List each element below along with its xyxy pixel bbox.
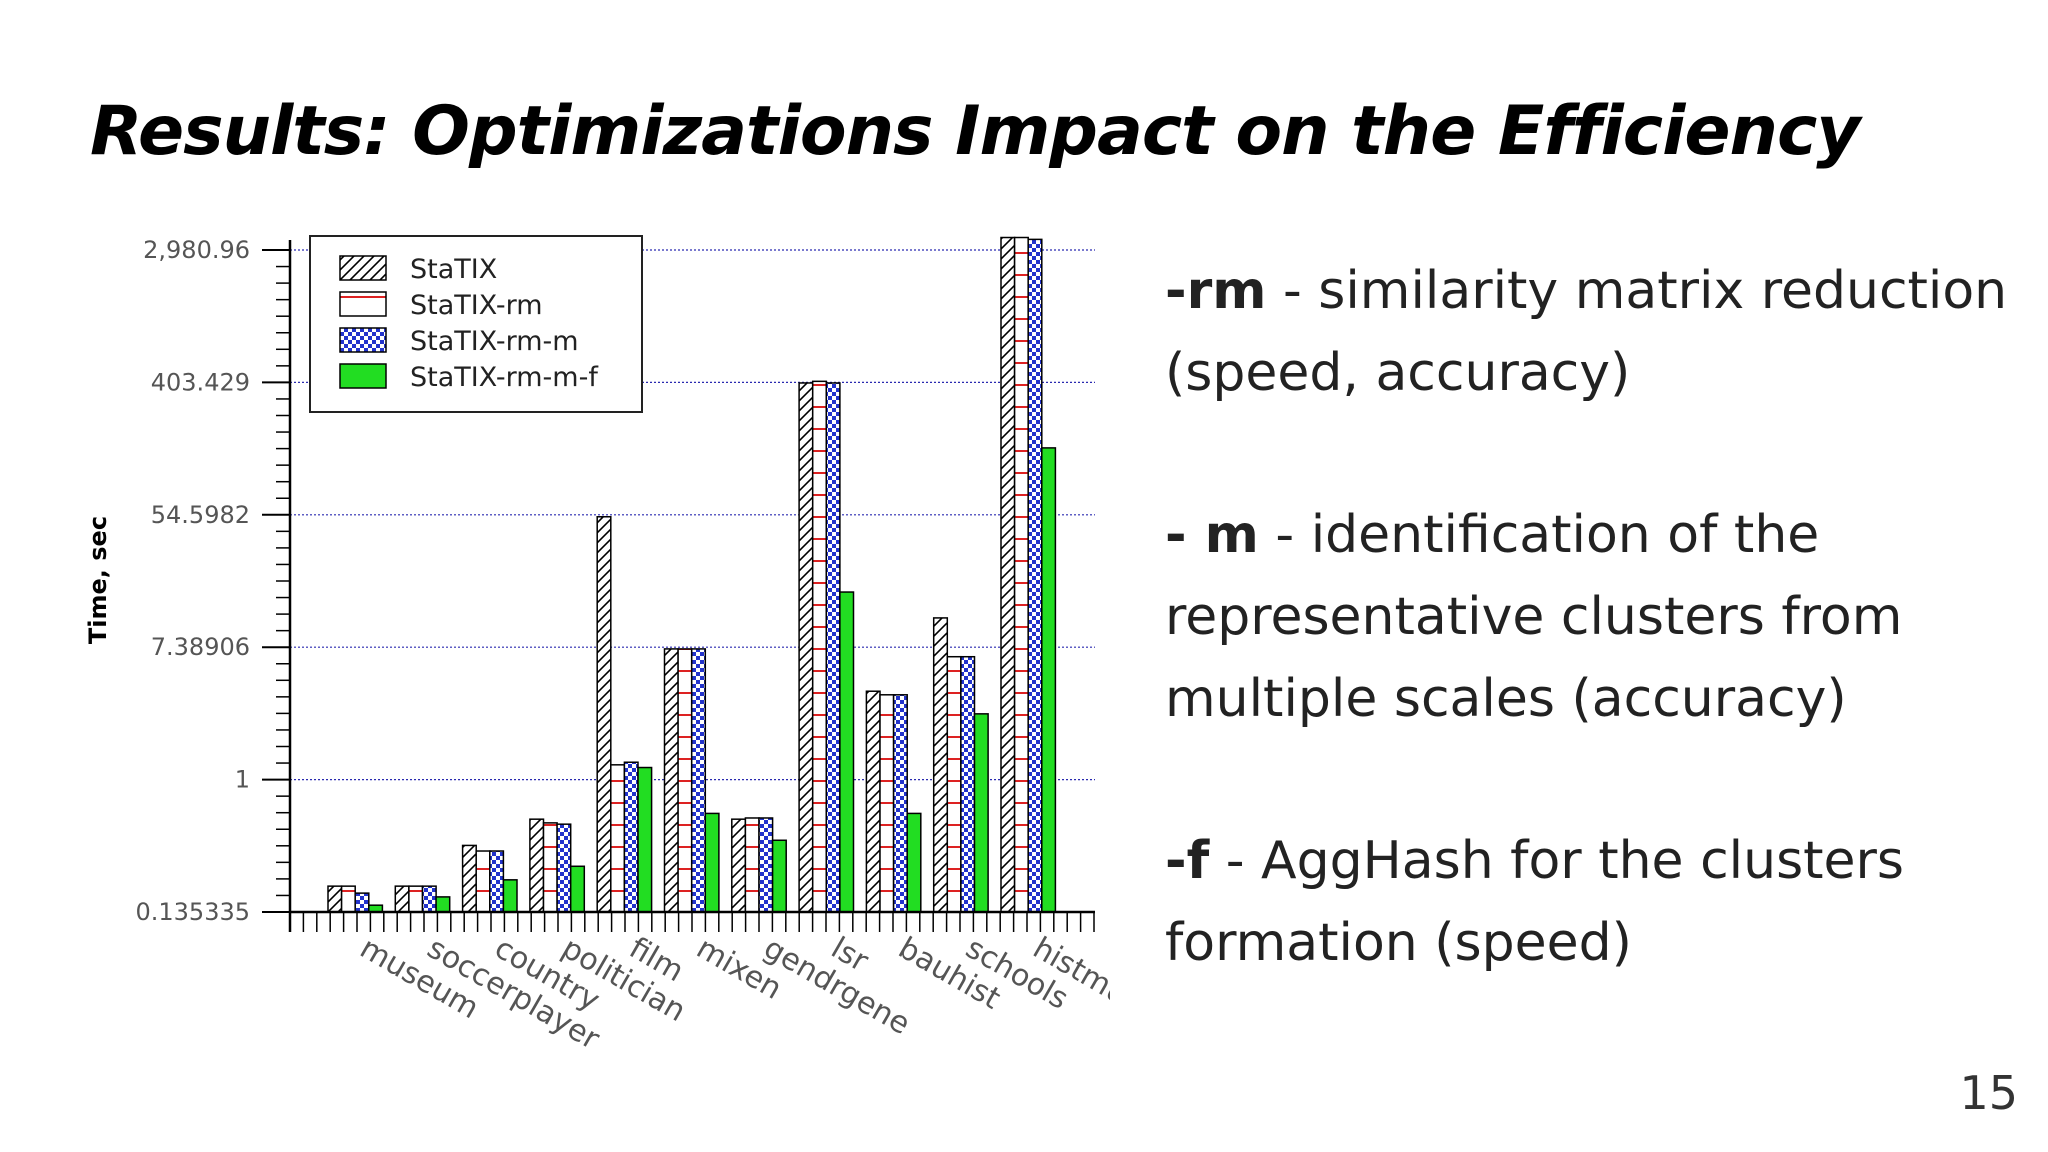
bar-soccerplayer-StaTIX <box>394 885 410 913</box>
legend-swatch <box>339 255 387 281</box>
axes <box>262 240 1095 932</box>
note-key: - m <box>1165 505 1259 565</box>
bar-histmu-StaTIX-rm <box>1013 236 1029 913</box>
y-tick-label: 0.135335 <box>135 898 250 926</box>
bar-politician-StaTIX-rm-m <box>556 823 572 913</box>
bar-country-StaTIX-rm <box>475 850 491 913</box>
legend-swatch <box>339 291 387 317</box>
bar-bauhist-StaTIX <box>865 690 881 913</box>
bar-soccerplayer-StaTIX-rm-m-f <box>435 896 451 913</box>
bar-museum-StaTIX <box>327 885 343 913</box>
bar-schools-StaTIX-rm <box>946 655 962 913</box>
y-tick-label: 7.38906 <box>151 633 250 661</box>
note-text: - similarity matrix reduction (speed, ac… <box>1165 261 2008 403</box>
bar-mixen-StaTIX-rm <box>677 648 693 913</box>
y-tick-label: 1 <box>235 766 250 794</box>
bar-politician-StaTIX-rm <box>542 822 558 913</box>
bar-film-StaTIX-rm-m <box>623 761 639 913</box>
note-text: - identification of the representative c… <box>1165 505 1903 729</box>
legend-swatch <box>339 363 387 389</box>
bar-mixen-StaTIX-rm-m-f <box>704 812 720 913</box>
bar-soccerplayer-StaTIX-rm-m <box>421 885 437 913</box>
bar-country-StaTIX <box>461 844 477 913</box>
bar-bauhist-StaTIX-rm <box>879 694 895 913</box>
bar-histmu-StaTIX-rm-m <box>1027 238 1043 913</box>
bar-lsr-StaTIX <box>798 382 814 913</box>
bar-museum-StaTIX-rm <box>340 885 356 913</box>
bar-bauhist-StaTIX-rm-m-f <box>906 812 922 913</box>
bar-schools-StaTIX <box>932 617 949 913</box>
legend: StaTIX StaTIX-rm StaTIX-rm-m StaTIX-rm-m-f <box>309 235 643 413</box>
bars <box>327 236 1057 913</box>
y-tick-labels: 0.135335 1 7.38906 54.5982 403.429 2,980.96 <box>135 236 250 926</box>
y-tick-label: 2,980.96 <box>143 236 250 264</box>
bar-histmu-StaTIX-rm-m-f <box>1041 447 1057 913</box>
bar-mixen-StaTIX-rm-m <box>690 648 707 913</box>
bar-gendrgene-StaTIX-rm <box>744 817 760 913</box>
legend-label: StaTIX-rm-m <box>410 326 579 357</box>
time-bar-chart: 0.135335 1 7.38906 54.5982 403.429 2,980.96 m… <box>84 235 1110 1058</box>
bar-schools-StaTIX-rm-m-f <box>973 713 989 913</box>
bar-politician-StaTIX <box>529 818 545 913</box>
bar-mixen-StaTIX <box>663 648 679 913</box>
bar-film-StaTIX <box>596 516 612 913</box>
legend-label: StaTIX-rm <box>410 290 543 321</box>
page-number: 15 <box>1959 1066 2018 1120</box>
bar-lsr-StaTIX-rm <box>811 380 828 913</box>
bar-histmu-StaTIX <box>1000 236 1016 913</box>
bar-schools-StaTIX-rm-m <box>960 655 976 913</box>
bar-film-StaTIX-rm-m-f <box>637 766 653 913</box>
legend-swatch <box>339 327 387 353</box>
note-m: - m - identification of the representati… <box>1165 494 2025 740</box>
note-rm: -rm - similarity matrix reduction (speed… <box>1165 250 2025 414</box>
legend-label: StaTIX <box>410 254 497 285</box>
y-axis-title: Time, sec <box>84 516 112 644</box>
bar-country-StaTIX-rm-m <box>489 850 505 913</box>
notes-panel: -rm - similarity matrix reduction (speed… <box>1165 250 2025 1064</box>
bar-politician-StaTIX-rm-m-f <box>569 865 586 913</box>
bar-gendrgene-StaTIX-rm-m <box>758 817 774 913</box>
bar-soccerplayer-StaTIX-rm <box>408 885 424 913</box>
bar-country-StaTIX-rm-m-f <box>502 879 518 913</box>
y-tick-label: 403.429 <box>151 368 250 396</box>
bar-lsr-StaTIX-rm-m <box>825 382 841 913</box>
bar-gendrgene-StaTIX <box>731 818 747 913</box>
slide-title: Results: Optimizations Impact on the Eff… <box>90 92 1861 171</box>
bar-bauhist-StaTIX-rm-m <box>892 694 908 913</box>
legend-label: StaTIX-rm-m-f <box>410 362 599 393</box>
bar-lsr-StaTIX-rm-m-f <box>839 591 855 913</box>
note-key: -rm <box>1165 261 1267 321</box>
note-f: -f - AggHash for the clusters formation … <box>1165 820 2025 984</box>
note-text: - AggHash for the clusters formation (sp… <box>1165 831 1905 973</box>
y-tick-label: 54.5982 <box>151 501 250 529</box>
bar-museum-StaTIX-rm-m <box>354 892 370 913</box>
bar-film-StaTIX-rm <box>610 764 626 913</box>
note-key: -f <box>1165 831 1210 891</box>
bar-gendrgene-StaTIX-rm-m-f <box>771 839 787 913</box>
